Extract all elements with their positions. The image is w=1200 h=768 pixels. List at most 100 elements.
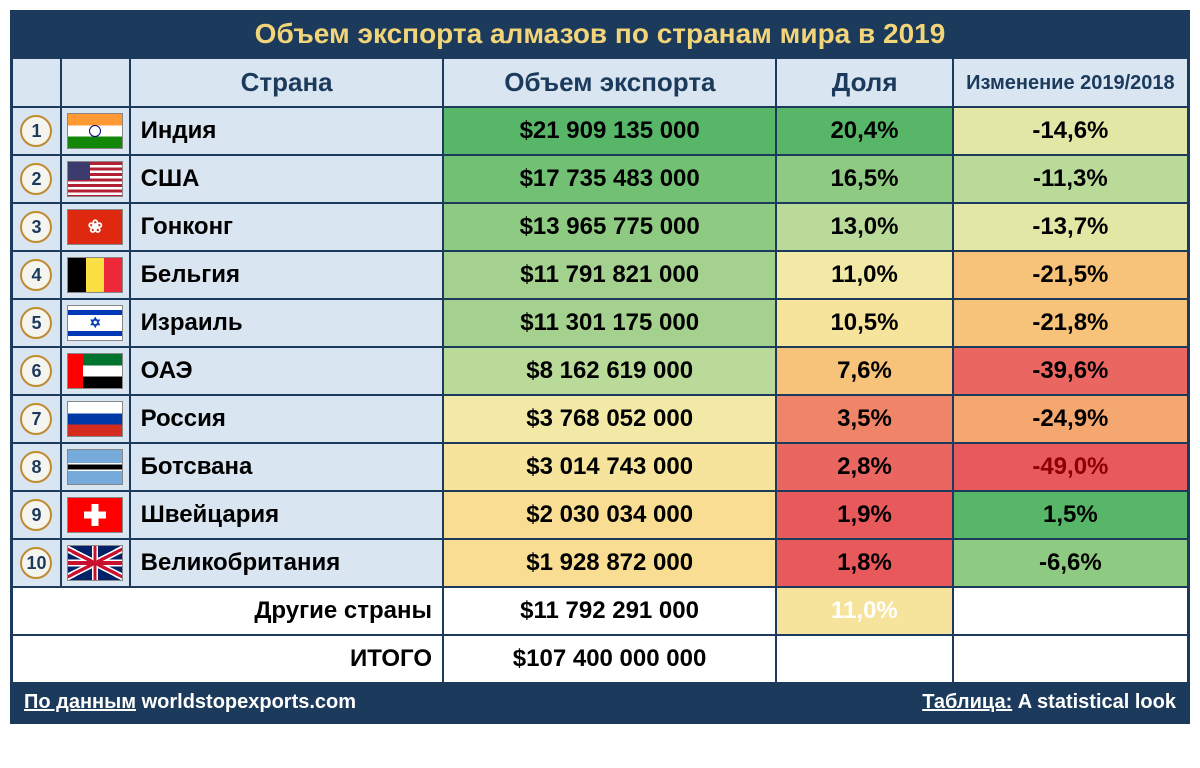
change-value: -39,6% <box>953 347 1188 395</box>
header-change: Изменение 2019/2018 <box>953 58 1188 107</box>
total-share-blank <box>776 635 953 683</box>
summary-total-row: ИТОГО $107 400 000 000 <box>12 635 1188 683</box>
rank-cell: 3 <box>12 203 61 251</box>
india-flag-icon <box>67 113 123 149</box>
change-value: 1,5% <box>953 491 1188 539</box>
share-value: 2,8% <box>776 443 953 491</box>
flag-cell <box>61 203 130 251</box>
flag-cell <box>61 251 130 299</box>
russia-flag-icon <box>67 401 123 437</box>
change-value: -14,6% <box>953 107 1188 155</box>
table-row: 2США$17 735 483 00016,5%-11,3% <box>12 155 1188 203</box>
country-name: Бельгия <box>130 251 444 299</box>
table-row: 6 ОАЭ$8 162 619 0007,6%-39,6% <box>12 347 1188 395</box>
footer-row: По данным worldstopexports.com Таблица: … <box>12 683 1188 722</box>
share-value: 11,0% <box>776 251 953 299</box>
other-change-blank <box>953 587 1188 635</box>
export-value: $11 301 175 000 <box>443 299 776 347</box>
table-row: 1 Индия$21 909 135 00020,4%-14,6% <box>12 107 1188 155</box>
flag-cell <box>61 155 130 203</box>
export-value: $2 030 034 000 <box>443 491 776 539</box>
country-name: Россия <box>130 395 444 443</box>
rank-badge: 8 <box>20 451 52 483</box>
flag-cell: ✡ <box>61 299 130 347</box>
belgium-flag-icon <box>67 257 123 293</box>
rank-cell: 2 <box>12 155 61 203</box>
other-countries-label: Другие страны <box>12 587 443 635</box>
total-label: ИТОГО <box>12 635 443 683</box>
export-value: $8 162 619 000 <box>443 347 776 395</box>
rank-badge: 4 <box>20 259 52 291</box>
header-export: Объем экспорта <box>443 58 776 107</box>
change-value: -13,7% <box>953 203 1188 251</box>
country-name: Великобритания <box>130 539 444 587</box>
country-name: Гонконг <box>130 203 444 251</box>
total-export-value: $107 400 000 000 <box>443 635 776 683</box>
table-row: 5 ✡Израиль$11 301 175 00010,5%-21,8% <box>12 299 1188 347</box>
export-value: $11 791 821 000 <box>443 251 776 299</box>
table-row: 4Бельгия$11 791 821 00011,0%-21,5% <box>12 251 1188 299</box>
country-name: Ботсвана <box>130 443 444 491</box>
export-value: $17 735 483 000 <box>443 155 776 203</box>
change-value: -21,8% <box>953 299 1188 347</box>
share-value: 20,4% <box>776 107 953 155</box>
share-value: 1,8% <box>776 539 953 587</box>
change-value: -11,3% <box>953 155 1188 203</box>
share-value: 1,9% <box>776 491 953 539</box>
footer-credit: Таблица: A statistical look <box>922 691 1176 714</box>
table-row: 10 Великобритания$1 928 872 0001,8%-6,6% <box>12 539 1188 587</box>
other-export-value: $11 792 291 000 <box>443 587 776 635</box>
rank-badge: 5 <box>20 307 52 339</box>
switzerland-flag-icon <box>67 497 123 533</box>
other-share-value: 11,0% <box>776 587 953 635</box>
export-value: $3 014 743 000 <box>443 443 776 491</box>
flag-cell <box>61 443 130 491</box>
botswana-flag-icon <box>67 449 123 485</box>
country-name: ОАЭ <box>130 347 444 395</box>
header-country: Страна <box>130 58 443 107</box>
share-value: 3,5% <box>776 395 953 443</box>
table-row: 7Россия$3 768 052 0003,5%-24,9% <box>12 395 1188 443</box>
rank-badge: 2 <box>20 163 52 195</box>
export-value: $13 965 775 000 <box>443 203 776 251</box>
rank-cell: 9 <box>12 491 61 539</box>
rank-badge: 10 <box>20 547 52 579</box>
share-value: 7,6% <box>776 347 953 395</box>
flag-cell <box>61 107 130 155</box>
rank-cell: 10 <box>12 539 61 587</box>
rank-cell: 7 <box>12 395 61 443</box>
rank-cell: 1 <box>12 107 61 155</box>
israel-flag-icon: ✡ <box>67 305 123 341</box>
rank-badge: 9 <box>20 499 52 531</box>
flag-cell <box>61 395 130 443</box>
flag-cell <box>61 491 130 539</box>
share-value: 13,0% <box>776 203 953 251</box>
header-share: Доля <box>776 58 952 107</box>
rank-badge: 3 <box>20 211 52 243</box>
rank-cell: 5 <box>12 299 61 347</box>
rank-cell: 4 <box>12 251 61 299</box>
header-row: Страна Объем экспорта Доля Изменение 201… <box>12 58 1188 107</box>
change-value: -6,6% <box>953 539 1188 587</box>
rank-badge: 6 <box>20 355 52 387</box>
country-name: Швейцария <box>130 491 444 539</box>
share-value: 10,5% <box>776 299 953 347</box>
flag-cell <box>61 347 130 395</box>
table-row: 3 Гонконг$13 965 775 00013,0%-13,7% <box>12 203 1188 251</box>
share-value: 16,5% <box>776 155 953 203</box>
rank-badge: 1 <box>20 115 52 147</box>
header-rank <box>12 58 61 107</box>
rank-cell: 6 <box>12 347 61 395</box>
export-value: $1 928 872 000 <box>443 539 776 587</box>
table-row: 8Ботсвана$3 014 743 0002,8%-49,0% <box>12 443 1188 491</box>
summary-other-row: Другие страны $11 792 291 000 11,0% <box>12 587 1188 635</box>
export-value: $21 909 135 000 <box>443 107 776 155</box>
rank-cell: 8 <box>12 443 61 491</box>
country-name: Израиль <box>130 299 444 347</box>
flag-cell <box>61 539 130 587</box>
table-title: Объем экспорта алмазов по странам мира в… <box>12 12 1188 58</box>
header-flag <box>61 58 130 107</box>
country-name: Индия <box>130 107 444 155</box>
change-value: -24,9% <box>953 395 1188 443</box>
rank-badge: 7 <box>20 403 52 435</box>
